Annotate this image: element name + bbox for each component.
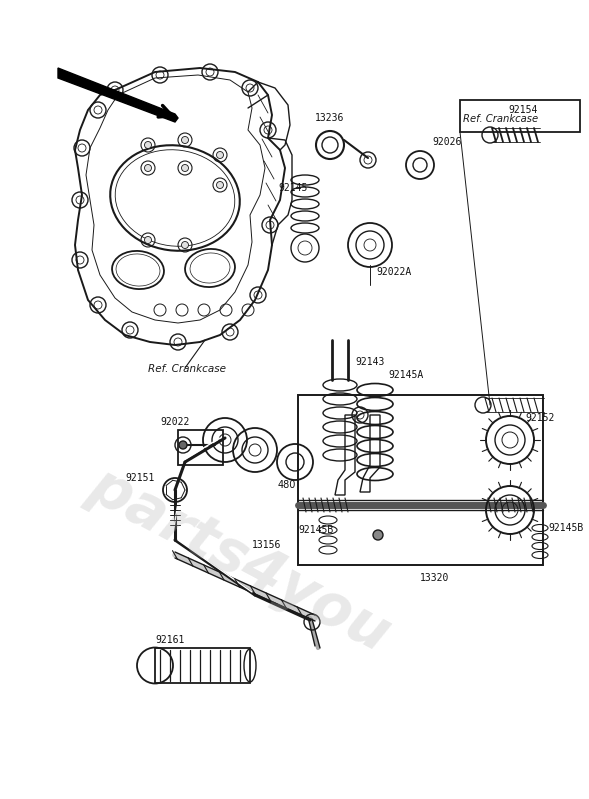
Circle shape	[373, 530, 383, 540]
Text: 13320: 13320	[420, 573, 449, 583]
Bar	[460, 100, 580, 132]
Text: 92154: 92154	[508, 105, 537, 115]
Text: 13236: 13236	[315, 113, 345, 123]
Polygon shape	[58, 68, 178, 122]
Text: 92145A: 92145A	[388, 370, 423, 380]
Circle shape	[181, 165, 188, 172]
Bar	[155, 648, 250, 683]
Text: 92152: 92152	[525, 413, 554, 423]
Circle shape	[144, 237, 151, 244]
Text: 92161: 92161	[155, 635, 184, 645]
Circle shape	[179, 441, 187, 449]
Circle shape	[181, 137, 188, 144]
Text: 480: 480	[278, 480, 296, 490]
Text: 92143: 92143	[355, 357, 385, 367]
Circle shape	[217, 181, 223, 189]
Circle shape	[217, 152, 223, 158]
Polygon shape	[335, 415, 355, 495]
Text: 92145: 92145	[278, 183, 307, 193]
Text: 92022A: 92022A	[376, 267, 411, 277]
Circle shape	[144, 165, 151, 172]
Text: Ref. Crankcase: Ref. Crankcase	[463, 114, 538, 124]
Text: 13156: 13156	[252, 540, 282, 550]
Text: 92022: 92022	[160, 417, 190, 427]
Bar	[298, 395, 543, 565]
Circle shape	[144, 141, 151, 149]
Text: parts4you: parts4you	[80, 457, 401, 663]
Text: 92145B: 92145B	[548, 523, 583, 533]
Circle shape	[181, 241, 188, 248]
Polygon shape	[360, 415, 380, 492]
Text: 92026: 92026	[432, 137, 461, 147]
Text: 92151: 92151	[125, 473, 154, 483]
Text: Ref. Crankcase: Ref. Crankcase	[148, 364, 226, 374]
Text: 92145B: 92145B	[298, 525, 333, 535]
Bar	[178, 430, 223, 465]
